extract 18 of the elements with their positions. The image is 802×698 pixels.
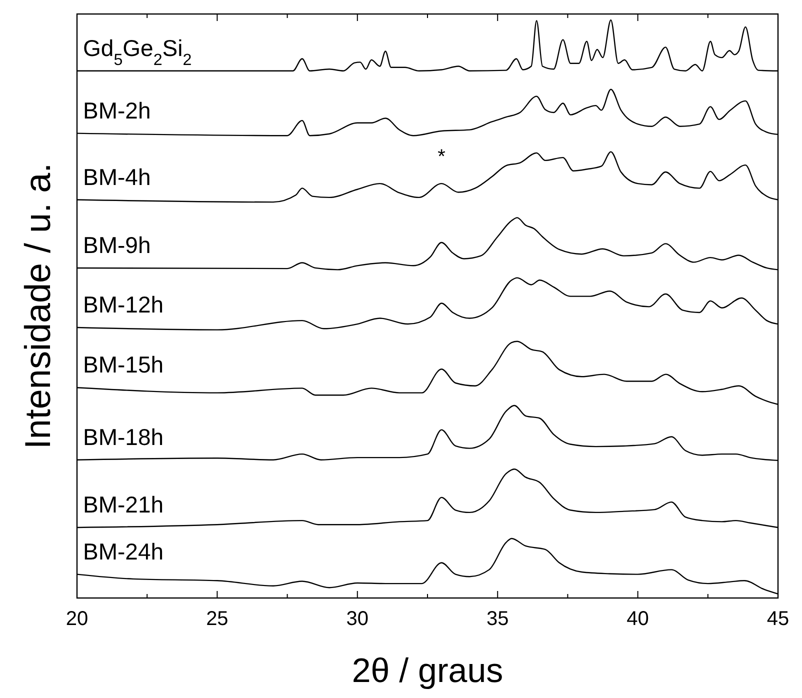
x-tick-label: 25 bbox=[206, 608, 228, 630]
x-tick-label: 45 bbox=[766, 608, 790, 630]
series-label: BM-2h bbox=[83, 97, 151, 124]
series-label: BM-18h bbox=[83, 424, 164, 450]
annotation: * bbox=[438, 146, 446, 168]
series-label: BM-9h bbox=[83, 232, 151, 258]
x-axis-title: 2θ / graus bbox=[352, 652, 504, 690]
x-tick-label: 40 bbox=[626, 608, 649, 630]
series-label: BM-12h bbox=[83, 292, 164, 318]
y-axis-title: Intensidade / u. a. bbox=[17, 162, 58, 450]
x-tick-label: 35 bbox=[486, 608, 509, 630]
series-label: BM-15h bbox=[83, 352, 164, 378]
series-label: BM-4h bbox=[83, 164, 151, 190]
x-tick-label: 30 bbox=[346, 608, 369, 630]
legend-label: Gd$_{5}$Ge$_{2}$Si$_{2}$ bbox=[83, 34, 192, 69]
series-label: BM-21h bbox=[83, 491, 164, 518]
series-label: BM-24h bbox=[83, 538, 164, 564]
x-tick-label: 20 bbox=[66, 608, 88, 630]
